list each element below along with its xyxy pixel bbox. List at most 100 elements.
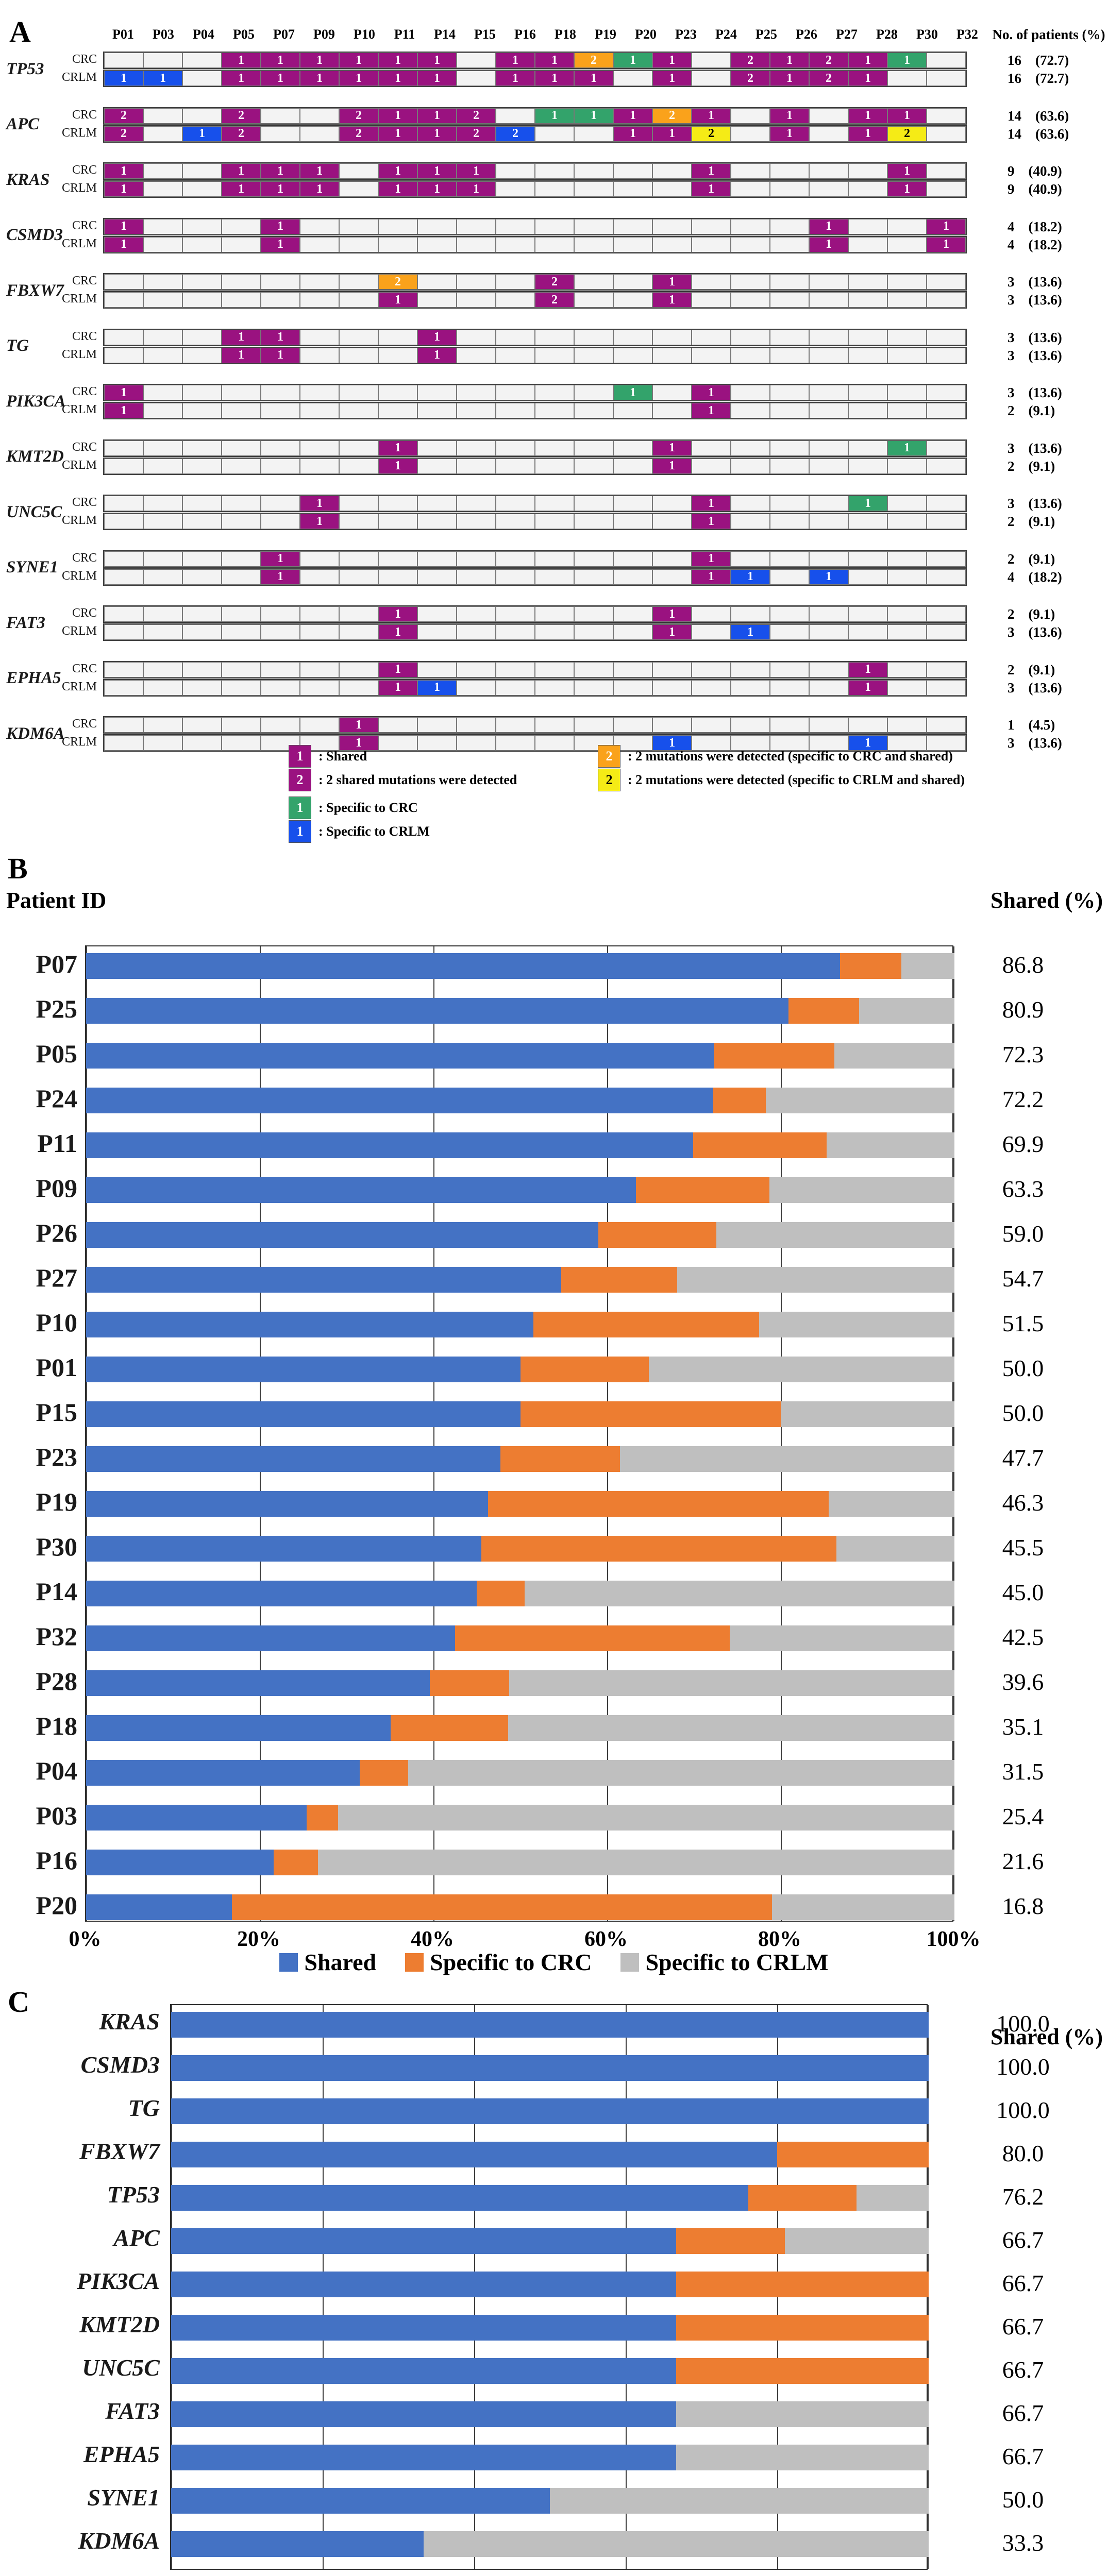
mutation-cell <box>143 181 182 197</box>
mutation-cell <box>457 662 496 677</box>
mutation-cell <box>496 624 535 640</box>
mutation-cell <box>457 403 496 418</box>
stacked-bar-p24 <box>86 1088 954 1113</box>
mutation-cell <box>496 717 535 733</box>
stacked-bar-unc5c <box>171 2358 929 2384</box>
stacked-bar-p07 <box>86 953 954 979</box>
patient-id-label: P09 <box>36 1174 77 1202</box>
mutation-cell: 1 <box>652 71 692 86</box>
row-label-crlm: CRLM <box>61 403 97 416</box>
mutation-cell: 1 <box>496 71 535 86</box>
mutation-cell <box>770 662 809 677</box>
mutation-cell <box>496 108 535 124</box>
mutation-cell <box>339 403 378 418</box>
mutation-cell <box>261 458 300 474</box>
mutation-cell <box>731 108 770 124</box>
mutation-cell <box>496 458 535 474</box>
mutation-cell: 1 <box>378 440 417 456</box>
mutation-cell <box>222 458 261 474</box>
legend-swatch: 2 <box>598 745 620 768</box>
patient-count-crc: 3 (13.6) <box>1008 329 1062 345</box>
cell-row-crlm: 1 1 1 1 <box>103 235 967 253</box>
mutation-cell <box>770 551 809 567</box>
mutation-cell: 1 <box>457 181 496 197</box>
legend-text: : Specific to CRLM <box>318 824 430 839</box>
mutation-cell <box>848 163 887 179</box>
mutation-cell: 1 <box>535 53 574 68</box>
patient-id-label: P23 <box>36 1443 77 1471</box>
mutation-cell: 1 <box>339 53 378 68</box>
mutation-cell <box>574 218 613 234</box>
mutation-cell: 1 <box>927 236 966 252</box>
bar-segment <box>86 1312 533 1337</box>
gridline <box>260 946 261 1921</box>
mutation-cell <box>417 735 457 751</box>
panel-b-label: B <box>8 852 28 885</box>
bar-segment <box>677 1267 954 1293</box>
mutation-cell <box>457 236 496 252</box>
mutation-cell <box>417 274 457 290</box>
row-label-crlm: CRLM <box>61 181 97 195</box>
mutation-cell <box>809 385 848 400</box>
gene-id-label: KDM6A <box>78 2528 160 2554</box>
mutation-cell: 1 <box>887 53 927 68</box>
patient-id-label: P32 <box>36 1622 77 1651</box>
mutation-cell <box>770 624 809 640</box>
mutation-cell <box>731 606 770 622</box>
mutation-cell <box>809 440 848 456</box>
mutation-cell <box>300 551 339 567</box>
mutation-cell <box>848 181 887 197</box>
mutation-cell <box>143 735 182 751</box>
mutation-cell <box>731 236 770 252</box>
gridline <box>781 946 782 1921</box>
mutation-cell: 1 <box>261 71 300 86</box>
stacked-bar-kmt2d <box>171 2315 929 2341</box>
mutation-cell <box>261 624 300 640</box>
mutation-cell <box>692 329 731 345</box>
bar-segment <box>500 1446 620 1472</box>
mutation-cell <box>143 551 182 567</box>
mutation-cell <box>731 458 770 474</box>
mutation-cell: 1 <box>378 662 417 677</box>
mutation-cell: 1 <box>848 662 887 677</box>
mutation-cell: 2 <box>809 71 848 86</box>
bar-segment <box>828 1491 954 1517</box>
mutation-cell <box>927 385 966 400</box>
patient-count-crlm: 14 (63.6) <box>1008 126 1069 142</box>
mutation-cell <box>417 218 457 234</box>
mutation-cell: 1 <box>692 496 731 511</box>
mutation-cell <box>613 440 652 456</box>
gene-name-label: KRAS <box>6 170 50 189</box>
mutation-cell: 2 <box>457 126 496 142</box>
shared-pct-value: 76.2 <box>1002 2183 1044 2210</box>
patient-count-crlm: 2 (9.1) <box>1008 514 1055 529</box>
patient-count-crc: 3 (13.6) <box>1008 274 1062 290</box>
bar-segment <box>86 1670 430 1696</box>
bar-segment <box>430 1670 509 1696</box>
mutation-cell <box>143 662 182 677</box>
mutation-cell <box>692 624 731 640</box>
mutation-cell <box>104 53 143 68</box>
patient-id-label: P15 <box>36 1398 77 1427</box>
mutation-cell: 2 <box>887 126 927 142</box>
gene-id-label: APC <box>113 2225 160 2251</box>
mutation-cell: 1 <box>378 624 417 640</box>
row-label-crc: CRC <box>72 53 97 66</box>
mutation-cell: 1 <box>927 218 966 234</box>
mutation-cell <box>927 624 966 640</box>
bar-segment <box>508 1715 954 1741</box>
mutation-cell: 1 <box>457 163 496 179</box>
bar-segment <box>455 1625 730 1651</box>
stacked-bar-p28 <box>86 1670 954 1696</box>
mutation-cell <box>809 717 848 733</box>
stacked-bar-p03 <box>86 1805 954 1831</box>
bar-segment <box>620 1446 954 1472</box>
mutation-cell <box>535 181 574 197</box>
mutation-cell <box>535 624 574 640</box>
mutation-cell: 1 <box>104 236 143 252</box>
mutation-cell <box>652 569 692 585</box>
bar-segment <box>488 1491 829 1517</box>
stacked-bar-p04 <box>86 1760 954 1786</box>
bar-segment <box>86 1536 481 1562</box>
